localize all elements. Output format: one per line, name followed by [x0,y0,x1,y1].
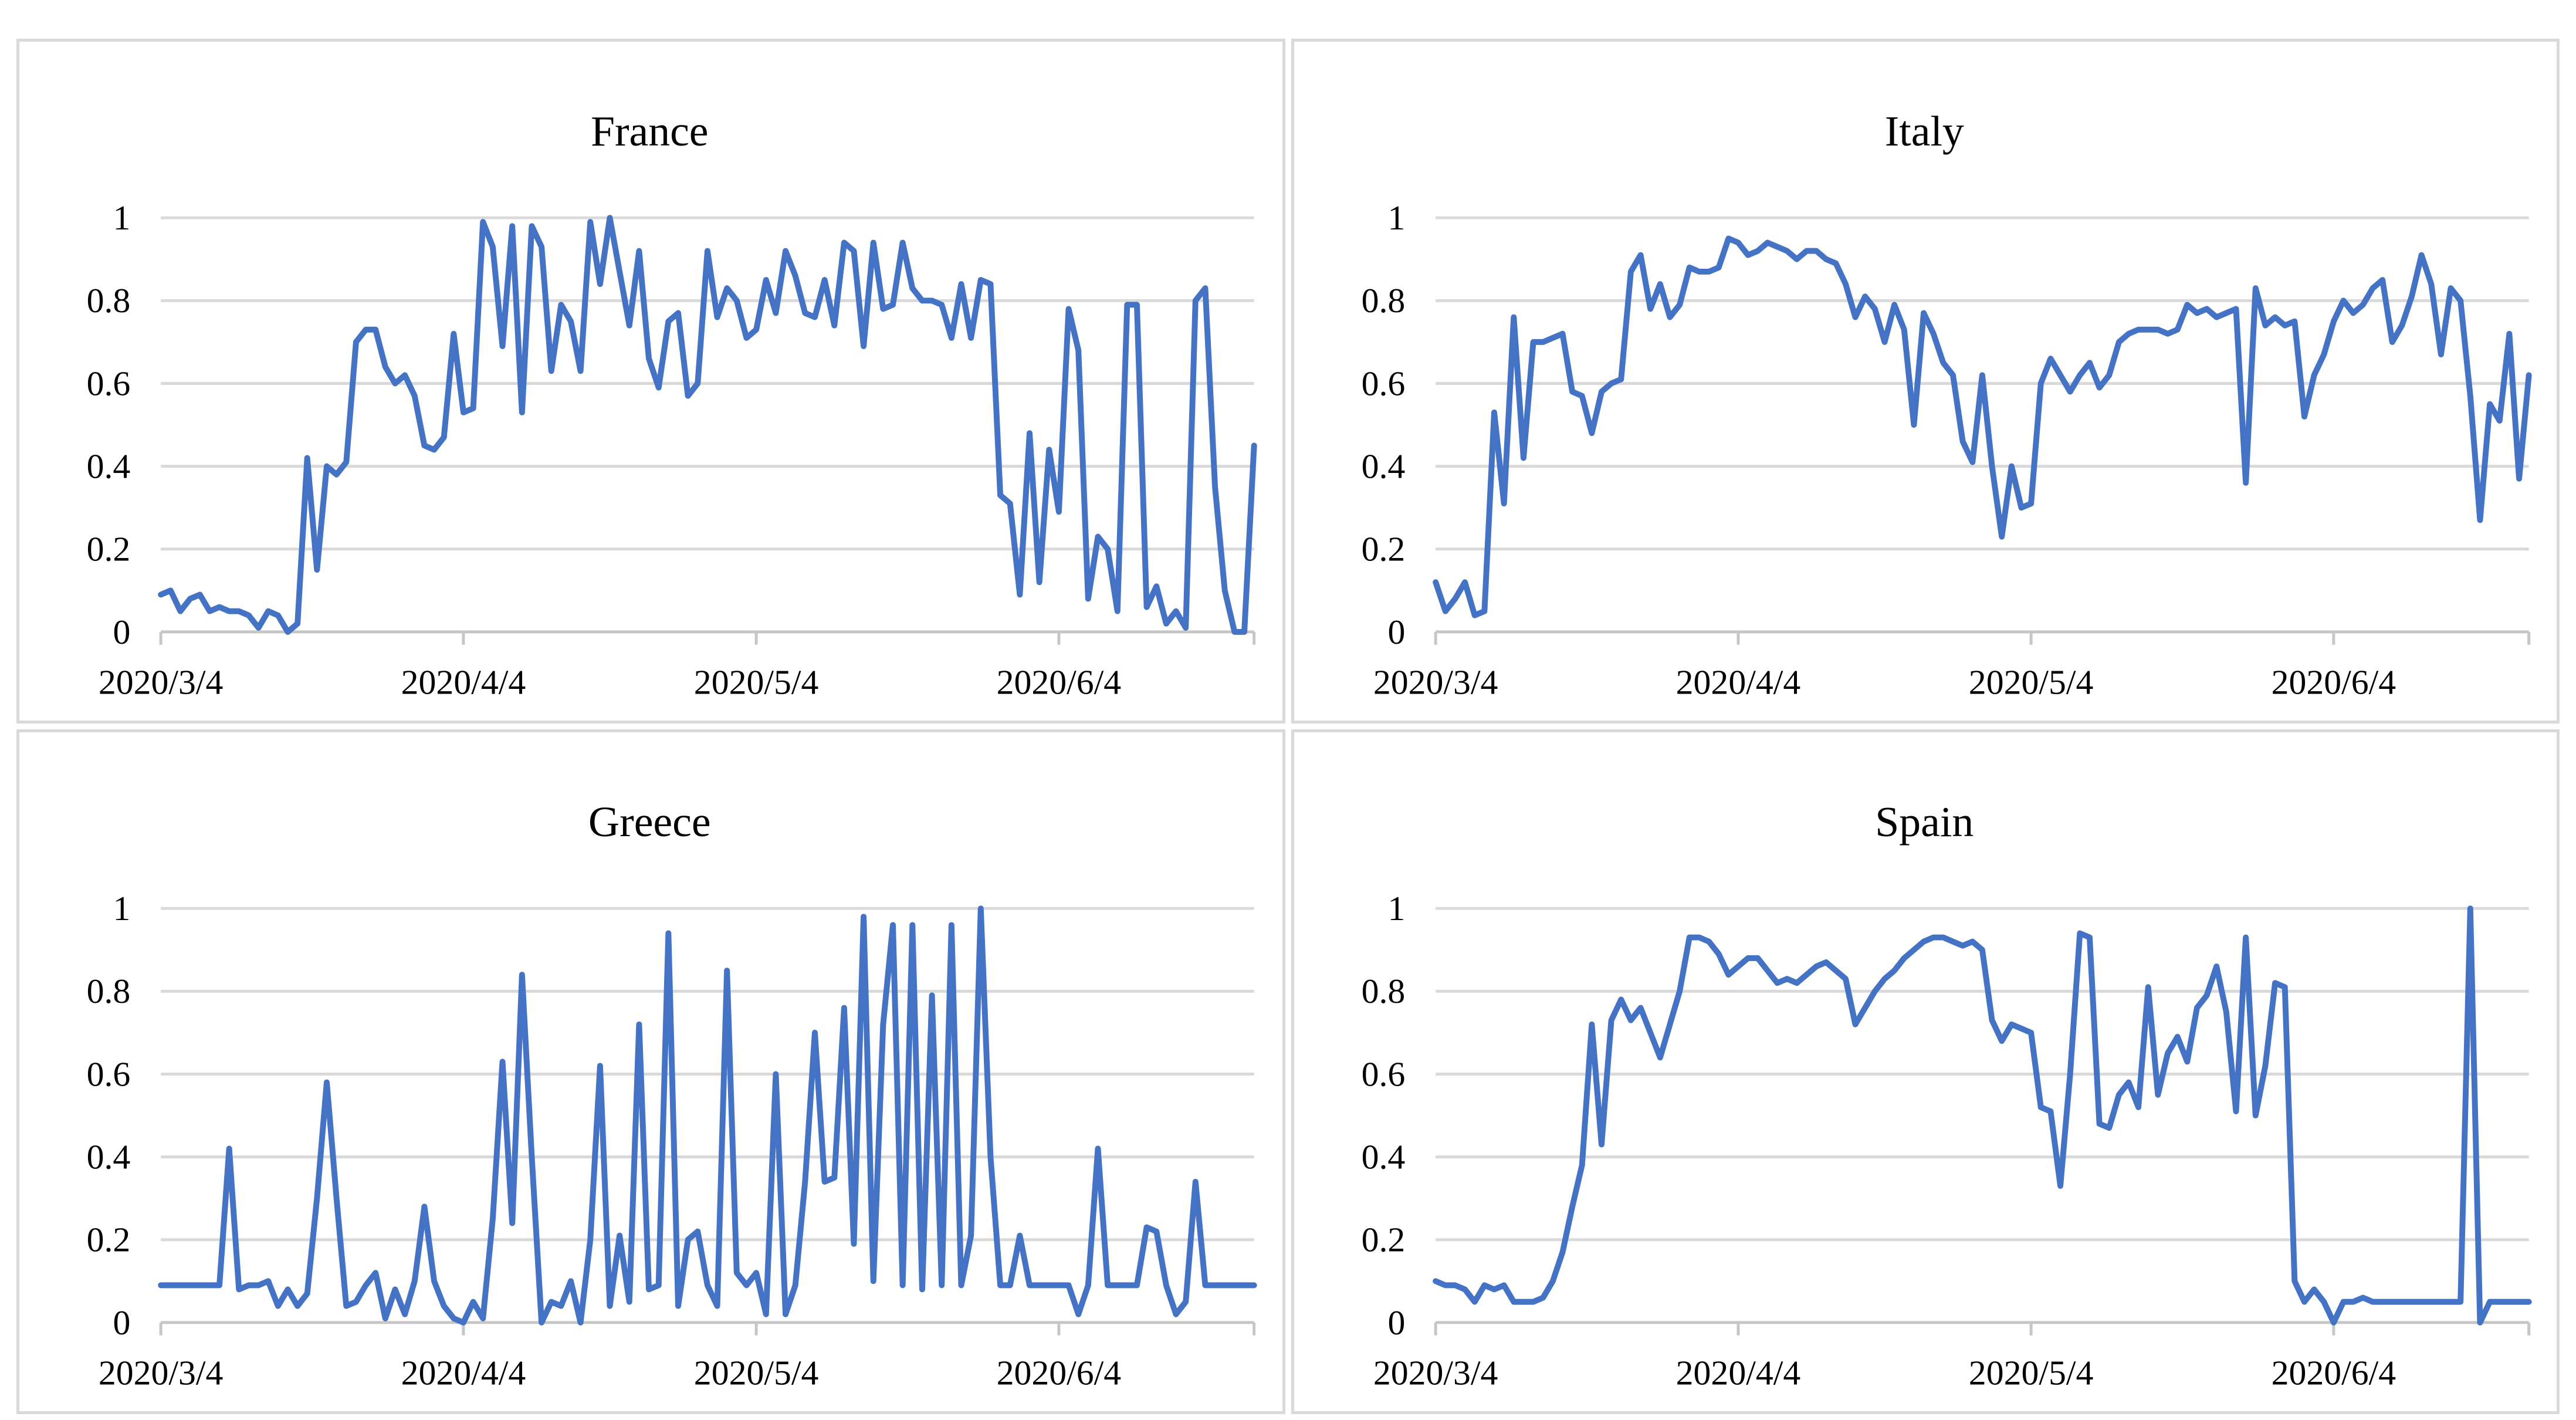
x-axis-tick-label: 2020/3/4 [1373,1353,1498,1392]
y-axis-tick-label: 0.8 [87,281,131,320]
y-axis-tick-label: 0.2 [87,1220,131,1259]
axis-labels: 0 0.2 0.4 0.6 0.8 1 2020/3/4 2020/4/4 2020/5/4 20… [1361,198,2396,701]
x-axis-tick-label: 2020/5/4 [1968,1353,2093,1392]
chart-panel-italy: 0 0.2 0.4 0.6 0.8 1 2020/3/4 2020/4/4 2020/5/4 20… [1291,39,2560,723]
y-axis-tick-label: 1 [113,198,130,237]
chart-title: Greece [588,797,711,846]
y-axis-tick-label: 0.6 [87,1054,131,1093]
x-axis-tick-label: 2020/6/4 [997,662,1122,701]
y-axis-tick-label: 0.8 [87,972,131,1010]
y-axis-tick-label: 1 [1387,198,1405,237]
x-axis-tick-label: 2020/6/4 [2271,1353,2396,1392]
y-axis-tick-label: 0.2 [1361,1220,1405,1259]
line-chart-france: 0 0.2 0.4 0.6 0.8 1 2020/3/4 2020/4/4 2020/5/4 20… [87,107,1257,701]
gridlines [1434,907,2530,1336]
y-axis-tick-label: 0 [113,1303,130,1342]
y-axis-tick-label: 0 [1387,613,1405,651]
y-axis-tick-label: 0.4 [87,447,131,486]
x-axis-tick-label: 2020/4/4 [1675,662,1800,701]
x-axis-tick-label: 2020/6/4 [2271,662,2396,701]
y-axis-tick-label: 0.4 [1361,447,1405,486]
x-axis-tick-label: 2020/6/4 [997,1353,1122,1392]
y-axis-tick-label: 0.8 [1361,972,1405,1010]
chart-panel-greece: 0 0.2 0.4 0.6 0.8 1 2020/3/4 2020/4/4 2020/5/4 20… [16,729,1285,1414]
x-axis-tick-label: 2020/4/4 [1675,1353,1800,1392]
y-axis-tick-label: 0.8 [1361,281,1405,320]
axis-labels: 0 0.2 0.4 0.6 0.8 1 2020/3/4 2020/4/4 2020/5/4 20… [87,889,1122,1392]
x-axis-tick-label: 2020/3/4 [99,662,224,701]
y-axis-tick-label: 0.4 [87,1138,131,1176]
x-axis-tick-label: 2020/3/4 [1373,662,1498,701]
series-line-france [158,215,1257,635]
x-axis-tick-label: 2020/3/4 [99,1353,224,1392]
gridlines [1434,216,2530,645]
y-axis-tick-label: 0.6 [1361,1054,1405,1093]
y-axis-tick-label: 0.2 [87,530,131,569]
line-chart-spain: 0 0.2 0.4 0.6 0.8 1 2020/3/4 2020/4/4 2020/5/4 20… [1361,797,2532,1392]
x-axis-tick-label: 2020/5/4 [694,1353,819,1392]
y-axis-tick-label: 0.6 [1361,364,1405,403]
y-axis-tick-label: 1 [113,889,130,928]
line-chart-italy: 0 0.2 0.4 0.6 0.8 1 2020/3/4 2020/4/4 2020/5/4 20… [1361,107,2532,701]
y-axis-tick-label: 0 [113,613,130,651]
series-layer [1432,905,2532,1326]
line-chart-greece: 0 0.2 0.4 0.6 0.8 1 2020/3/4 2020/4/4 2020/5/4 20… [87,797,1257,1392]
chart-title: France [591,107,709,155]
charts-grid: 0 0.2 0.4 0.6 0.8 1 2020/3/4 2020/4/4 2020/5/4 20… [16,39,2560,1414]
y-axis-tick-label: 0.4 [1361,1138,1405,1176]
chart-title: Spain [1875,797,1974,846]
series-layer [158,905,1257,1326]
chart-title: Italy [1884,107,1964,155]
y-axis-tick-label: 0.2 [1361,530,1405,569]
series-line-italy [1432,235,2532,618]
x-axis-tick-label: 2020/4/4 [401,1353,526,1392]
series-layer [158,215,1257,635]
series-layer [1432,235,2532,618]
y-axis-tick-label: 1 [1387,889,1405,928]
x-axis-tick-label: 2020/5/4 [1968,662,2093,701]
gridlines [159,907,1256,1336]
series-line-spain [1432,905,2532,1326]
chart-panel-france: 0 0.2 0.4 0.6 0.8 1 2020/3/4 2020/4/4 2020/5/4 20… [16,39,1285,723]
y-axis-tick-label: 0.6 [87,364,131,403]
x-axis-tick-label: 2020/4/4 [401,662,526,701]
series-line-greece [158,905,1257,1326]
x-axis-tick-label: 2020/5/4 [694,662,819,701]
y-axis-tick-label: 0 [1387,1303,1405,1342]
axis-labels: 0 0.2 0.4 0.6 0.8 1 2020/3/4 2020/4/4 2020/5/4 20… [1361,889,2396,1392]
axis-labels: 0 0.2 0.4 0.6 0.8 1 2020/3/4 2020/4/4 2020/5/4 20… [87,198,1122,701]
chart-panel-spain: 0 0.2 0.4 0.6 0.8 1 2020/3/4 2020/4/4 2020/5/4 20… [1291,729,2560,1414]
